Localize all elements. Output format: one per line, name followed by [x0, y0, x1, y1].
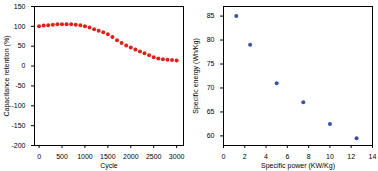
svg-text:1500: 1500 — [100, 153, 116, 160]
svg-text:0: 0 — [37, 153, 41, 160]
svg-text:2: 2 — [243, 153, 247, 160]
svg-text:10: 10 — [326, 153, 334, 160]
svg-text:60: 60 — [207, 132, 215, 139]
svg-text:Cycle: Cycle — [100, 162, 118, 170]
svg-text:Specific power (KW/Kg): Specific power (KW/Kg) — [261, 162, 335, 170]
svg-text:80: 80 — [207, 36, 215, 43]
svg-text:-50: -50 — [15, 82, 25, 89]
svg-text:150: 150 — [14, 3, 26, 10]
svg-text:65: 65 — [207, 108, 215, 115]
svg-text:50: 50 — [18, 42, 26, 49]
svg-text:-200: -200 — [11, 142, 25, 149]
svg-text:Specific energy (Wh/Kg): Specific energy (Wh/Kg) — [192, 38, 200, 113]
svg-text:1000: 1000 — [77, 153, 93, 160]
svg-text:100: 100 — [14, 23, 26, 30]
svg-text:-100: -100 — [11, 102, 25, 109]
svg-text:0: 0 — [22, 62, 26, 69]
svg-text:75: 75 — [207, 60, 215, 67]
svg-text:0: 0 — [222, 153, 226, 160]
svg-text:500: 500 — [56, 153, 68, 160]
svg-text:2500: 2500 — [146, 153, 162, 160]
svg-text:14: 14 — [369, 153, 377, 160]
svg-text:85: 85 — [207, 12, 215, 19]
svg-text:Capacitance retention (%): Capacitance retention (%) — [3, 36, 11, 117]
svg-text:4: 4 — [264, 153, 268, 160]
svg-text:2000: 2000 — [123, 153, 139, 160]
svg-text:6: 6 — [285, 153, 289, 160]
svg-text:8: 8 — [307, 153, 311, 160]
svg-text:70: 70 — [207, 84, 215, 91]
svg-text:3000: 3000 — [169, 153, 185, 160]
svg-text:12: 12 — [347, 153, 355, 160]
svg-text:-150: -150 — [11, 122, 25, 129]
